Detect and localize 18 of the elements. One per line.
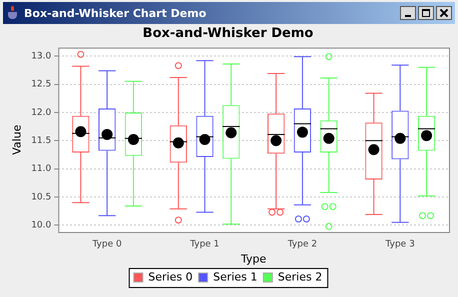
legend-label: Series 1 [213, 270, 258, 284]
text: Box-and-Whisker Chart Demo [24, 6, 208, 20]
x-tick-label: Type 1 [189, 240, 220, 250]
x-tick-label: Type 2 [286, 240, 318, 250]
y-tick-label: 10.5 [31, 192, 52, 202]
legend-label: Series 2 [278, 270, 322, 284]
y-tick-label: 12.0 [31, 108, 52, 118]
x-tick-label: Type 3 [384, 240, 415, 250]
x-axis-title: Type [240, 252, 266, 266]
y-tick-label: 11.0 [31, 164, 52, 174]
y-tick-label: 12.5 [31, 80, 52, 90]
y-tick-label: 13.0 [31, 51, 52, 62]
y-tick-label: 11.5 [31, 136, 52, 146]
legend-label: Series 0 [148, 270, 193, 284]
x-tick-label: Type 0 [91, 240, 122, 250]
chart-title: Box-and-Whisker Demo [142, 26, 314, 42]
y-axis-title: Value [10, 124, 24, 155]
y-tick-label: 10.0 [31, 220, 52, 231]
